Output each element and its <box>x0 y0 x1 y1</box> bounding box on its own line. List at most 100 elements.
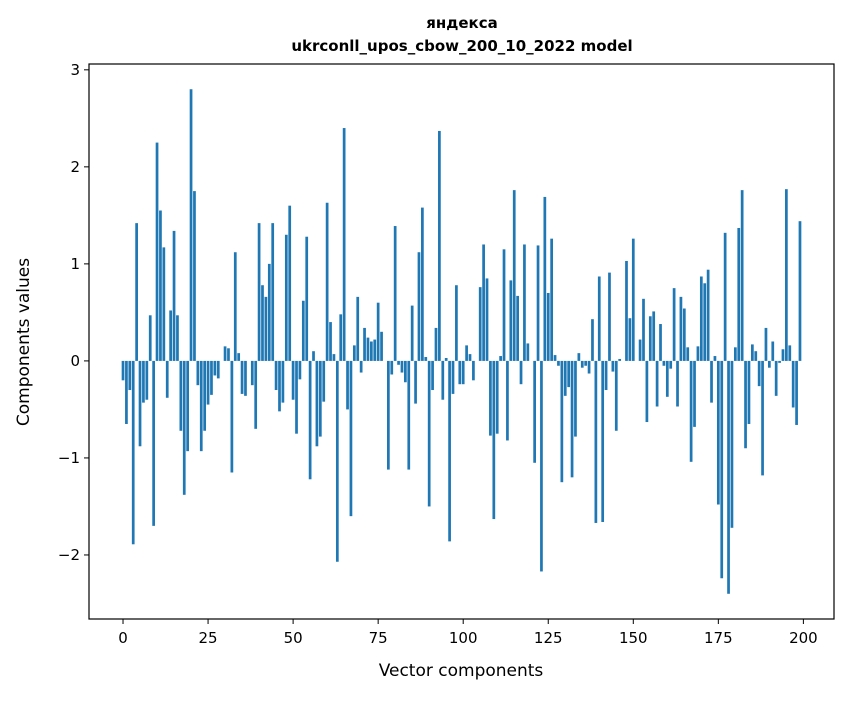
bar <box>312 351 315 361</box>
bar <box>693 360 696 427</box>
bar <box>465 345 468 361</box>
bar <box>468 354 472 361</box>
bar <box>509 280 513 361</box>
bar <box>774 360 778 396</box>
bar <box>655 360 659 407</box>
bar <box>329 322 332 361</box>
bar <box>216 360 220 379</box>
bar <box>648 316 652 361</box>
bar <box>665 360 669 397</box>
bar <box>461 360 465 385</box>
bar <box>240 360 244 394</box>
bar <box>727 360 730 594</box>
bar <box>237 353 241 361</box>
bar <box>203 360 207 431</box>
bar <box>397 360 400 365</box>
bar <box>740 190 744 361</box>
bar <box>546 292 550 361</box>
bar <box>761 360 764 476</box>
bar <box>451 360 455 394</box>
bar <box>400 360 404 373</box>
bar <box>335 360 339 562</box>
bar <box>781 349 785 361</box>
bar <box>601 360 605 522</box>
bar <box>723 232 727 361</box>
bar <box>523 244 526 361</box>
bar <box>152 360 155 526</box>
x-axis-label: Vector components <box>379 661 544 681</box>
bar <box>587 360 591 374</box>
bar <box>332 354 336 361</box>
y-tick-label: 3 <box>70 61 80 79</box>
bar <box>550 238 554 361</box>
bar <box>482 244 485 361</box>
bar <box>730 360 734 528</box>
bar <box>342 128 346 361</box>
bar <box>387 360 390 470</box>
bar <box>638 339 642 361</box>
bar <box>506 360 509 441</box>
bar <box>625 260 628 361</box>
bar <box>764 327 768 361</box>
x-tick-label: 100 <box>449 629 478 647</box>
bar <box>686 347 690 361</box>
bar <box>131 360 135 545</box>
bar <box>295 360 298 434</box>
bar <box>274 360 278 391</box>
bar <box>301 300 305 361</box>
bar <box>179 360 183 431</box>
bar <box>227 348 230 361</box>
bar <box>210 360 213 395</box>
bar <box>373 339 377 361</box>
bar <box>631 238 635 361</box>
bar <box>339 314 343 361</box>
bar <box>281 360 285 403</box>
bar <box>250 360 254 386</box>
bar <box>261 285 264 361</box>
bar <box>199 360 203 452</box>
bar <box>788 345 792 361</box>
bar <box>795 360 798 425</box>
y-tick-label: 1 <box>70 255 80 273</box>
bar <box>186 360 190 452</box>
bar <box>356 296 360 361</box>
bar <box>271 223 275 361</box>
bar <box>182 360 186 495</box>
bar <box>597 276 601 361</box>
bar <box>417 252 421 361</box>
bar <box>512 190 516 361</box>
bar <box>608 272 611 361</box>
bar <box>557 360 560 366</box>
bar <box>754 351 758 361</box>
y-tick-label: 2 <box>70 158 80 176</box>
bar <box>791 360 795 408</box>
bar <box>618 358 622 361</box>
bar <box>349 360 353 517</box>
bar <box>267 263 271 361</box>
bar <box>472 360 475 381</box>
bar <box>594 360 598 523</box>
bar <box>798 221 802 361</box>
bar <box>604 360 608 391</box>
bar <box>380 331 383 361</box>
bar <box>363 327 366 361</box>
bar <box>713 356 717 361</box>
bar <box>128 360 132 391</box>
bar <box>699 276 703 361</box>
bar <box>733 347 737 361</box>
bar <box>427 360 431 507</box>
bar <box>369 341 373 361</box>
bar <box>424 357 428 361</box>
bar <box>393 226 397 361</box>
bar <box>662 360 666 366</box>
bar <box>785 189 788 361</box>
bar <box>138 360 142 447</box>
bar <box>176 315 179 361</box>
bar <box>196 360 200 386</box>
plot-area-frame <box>88 63 835 620</box>
bar <box>223 346 227 361</box>
bar <box>142 360 145 403</box>
bar <box>404 360 407 383</box>
bar <box>679 296 683 361</box>
